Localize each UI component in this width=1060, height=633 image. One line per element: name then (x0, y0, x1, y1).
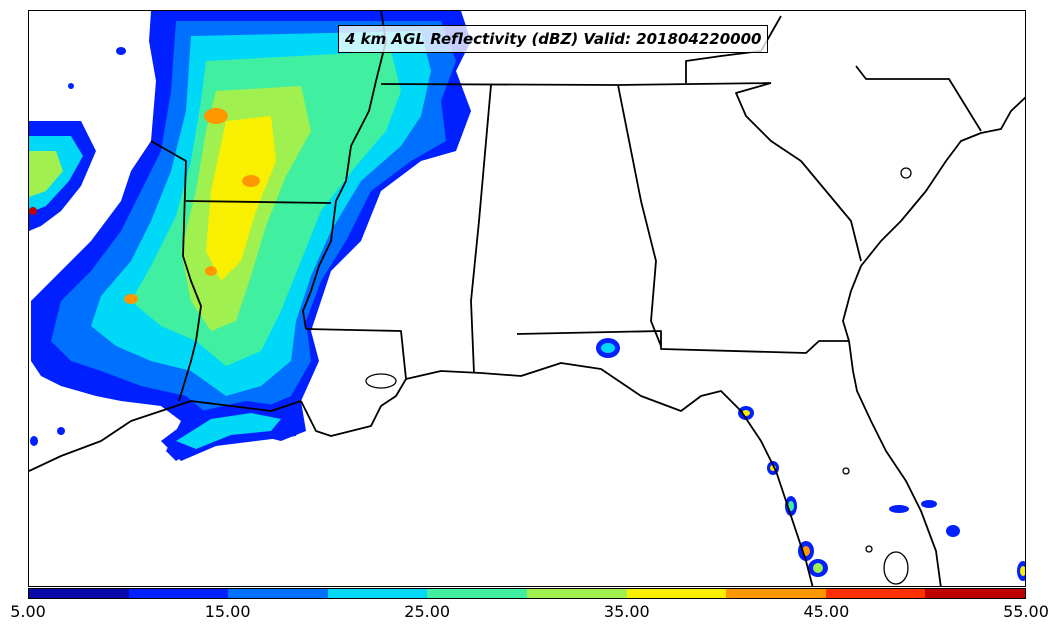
colorbar-segment (526, 589, 627, 598)
reflectivity-map (29, 11, 1025, 586)
colorbar-segment (228, 589, 328, 598)
colorbar-segment (327, 589, 428, 598)
colorbar-tick-label: 25.00 (404, 602, 451, 621)
colorbar-tick-label: 15.00 (204, 602, 251, 621)
colorbar (28, 588, 1026, 599)
colorbar-tick-label: 55.00 (1003, 602, 1049, 621)
colorbar-segment (626, 589, 727, 598)
colorbar-segment (29, 589, 129, 598)
colorbar-segment (925, 589, 1025, 598)
map-title: 4 km AGL Reflectivity (dBZ) Valid: 20180… (338, 25, 769, 53)
colorbar-segment (726, 589, 826, 598)
colorbar-tick-label: 45.00 (803, 602, 850, 621)
colorbar-tick-label: 35.00 (603, 602, 650, 621)
colorbar-tick-labels: 5.00 15.00 25.00 35.00 45.00 55.00 (0, 602, 1060, 624)
colorbar-tick-label: 5.00 (10, 602, 46, 621)
colorbar-segment (825, 589, 926, 598)
boundaries (29, 11, 1025, 586)
colorbar-segment (427, 589, 527, 598)
map-panel: 4 km AGL Reflectivity (dBZ) Valid: 20180… (28, 10, 1026, 587)
reflectivity-field (29, 11, 1025, 581)
colorbar-segment (128, 589, 229, 598)
